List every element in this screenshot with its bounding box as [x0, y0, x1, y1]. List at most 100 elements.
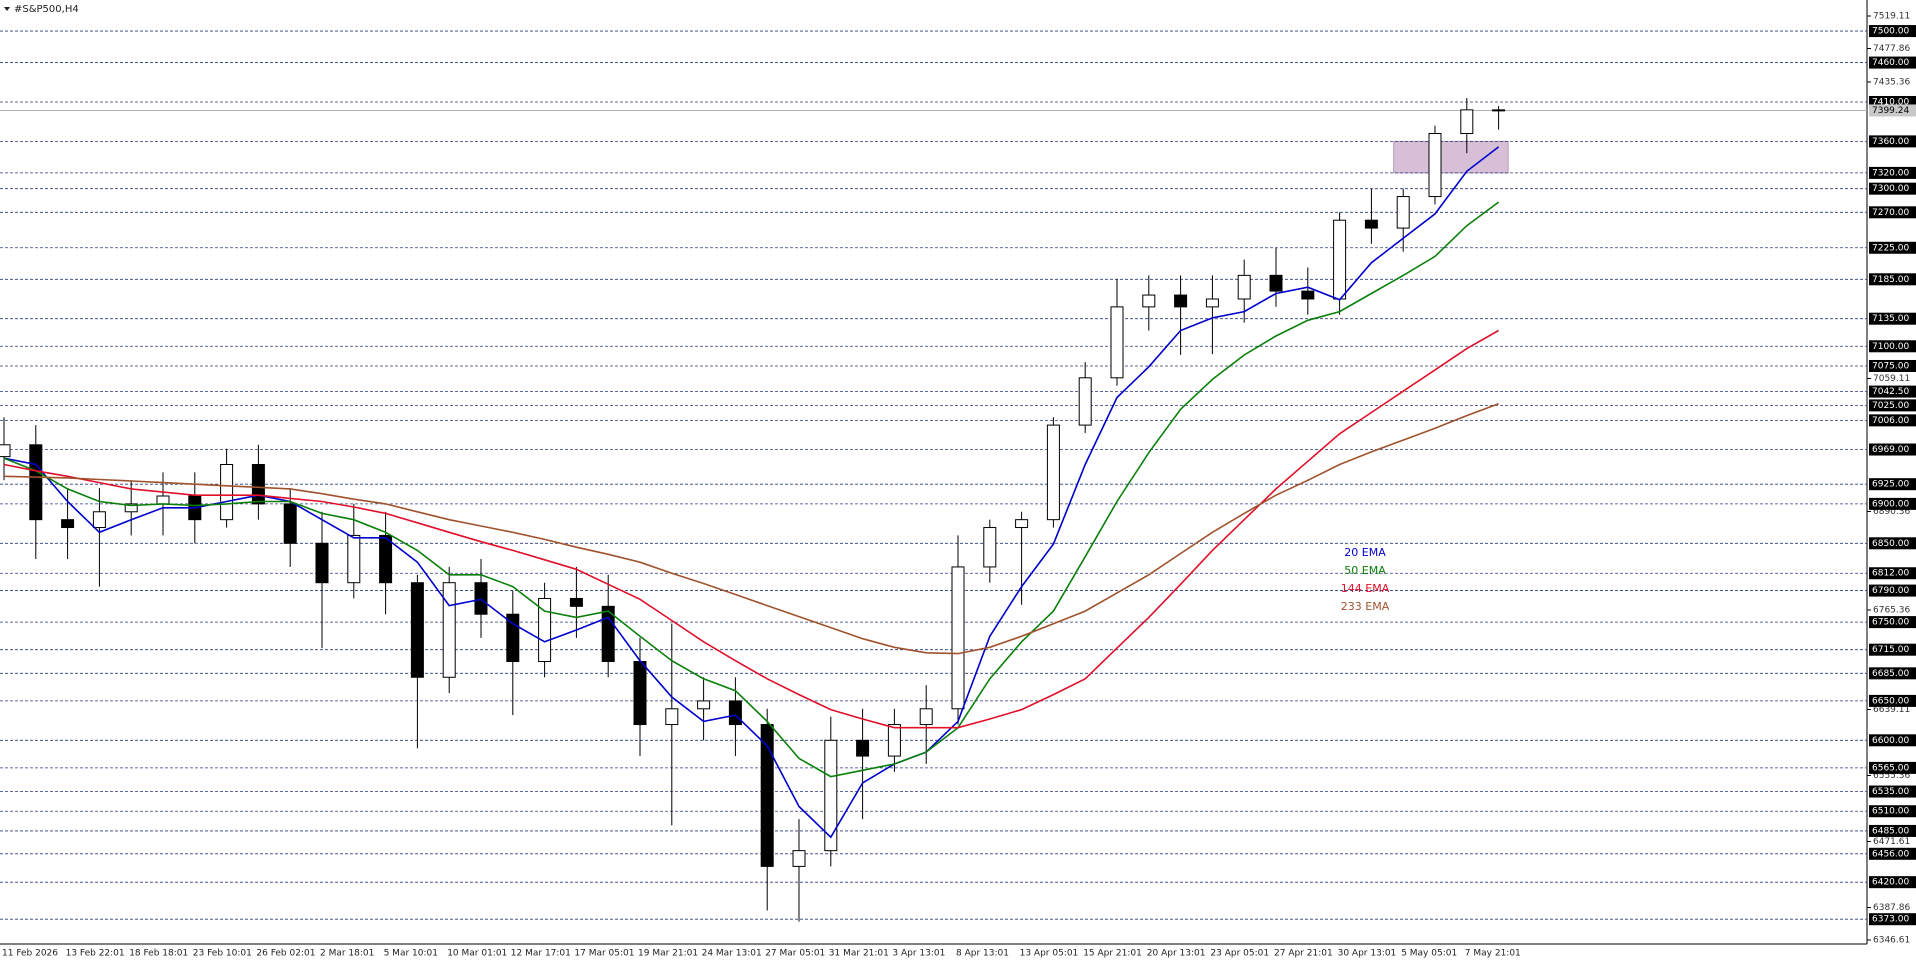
- level-label: 6650.00: [1872, 696, 1909, 706]
- ema-line: [3, 201, 1500, 778]
- level-label: 7135.00: [1872, 314, 1909, 324]
- level-label: 6535.00: [1872, 787, 1909, 797]
- candle-body: [1015, 519, 1029, 529]
- x-tick-label: 3 Apr 13:01: [892, 949, 945, 959]
- level-label-box: [1869, 824, 1916, 837]
- x-tick-label: 19 Mar 21:01: [638, 949, 698, 959]
- x-tick-label: 10 Mar 01:01: [447, 949, 507, 959]
- level-label: 7100.00: [1872, 342, 1909, 352]
- legend-entry: 20 EMA: [1344, 546, 1386, 559]
- candle-body: [1174, 294, 1188, 308]
- level-label-box: [1869, 876, 1916, 889]
- level-label: 7300.00: [1872, 184, 1909, 194]
- level-label-box: [1869, 805, 1916, 818]
- level-label-box: [1869, 913, 1916, 926]
- ema-line: [3, 146, 1500, 839]
- x-tick-label: 18 Feb 18:01: [129, 949, 188, 959]
- level-label: 6812.00: [1872, 569, 1909, 579]
- level-label: 6969.00: [1872, 445, 1909, 455]
- candle-body: [697, 700, 711, 710]
- chart-title: #S&P500,H4: [14, 4, 79, 15]
- x-tick-label: 12 Mar 17:01: [511, 949, 571, 959]
- x-tick-label: 24 Mar 13:01: [702, 949, 762, 959]
- level-label: 6420.00: [1872, 878, 1909, 888]
- level-label-box: [1869, 182, 1916, 195]
- legend-entry: 233 EMA: [1341, 600, 1390, 613]
- candle-body: [29, 444, 43, 521]
- candle-body: [474, 582, 488, 615]
- level-label: 7500.00: [1872, 27, 1909, 37]
- candle-body: [315, 542, 329, 584]
- candle-body: [538, 597, 552, 663]
- level-label: 6925.00: [1872, 480, 1909, 490]
- level-label: 6790.00: [1872, 586, 1909, 596]
- level-label-box: [1869, 584, 1916, 597]
- x-tick-label: 11 Feb 2026: [2, 949, 58, 959]
- candle-body: [1142, 294, 1156, 308]
- level-label-box: [1869, 135, 1916, 148]
- candle-body: [728, 700, 742, 726]
- candle-body: [442, 582, 456, 678]
- level-label-box: [1869, 359, 1916, 372]
- x-tick-label: 5 Mar 10:01: [384, 949, 438, 959]
- x-tick-label: 27 Apr 21:01: [1274, 949, 1333, 959]
- level-label-box: [1869, 734, 1916, 747]
- x-tick-label: 7 May 21:01: [1465, 949, 1521, 959]
- candle-body: [379, 534, 393, 584]
- level-label: 6850.00: [1872, 539, 1909, 549]
- candle-body: [760, 724, 774, 867]
- y-tick-label: 7477.86: [1873, 44, 1910, 54]
- level-label-box: [1869, 785, 1916, 798]
- level-label-box: [1869, 694, 1916, 707]
- level-label-box: [1869, 537, 1916, 550]
- y-tick-label: 6346.61: [1873, 936, 1910, 946]
- level-label-box: [1869, 478, 1916, 491]
- level-label-box: [1869, 567, 1916, 580]
- y-tick-label: 6765.36: [1873, 606, 1910, 616]
- title-arrow: [4, 7, 10, 11]
- candle-body: [1046, 424, 1060, 521]
- candle-body: [0, 444, 11, 458]
- candle-body: [1078, 377, 1092, 426]
- level-label-box: [1869, 399, 1916, 412]
- x-tick-label: 30 Apr 13:01: [1338, 949, 1397, 959]
- y-tick-label: 7059.11: [1873, 374, 1910, 384]
- level-label: 7185.00: [1872, 275, 1909, 285]
- level-label-box: [1869, 385, 1916, 398]
- candle-body: [792, 850, 806, 867]
- candle-body: [1364, 219, 1378, 229]
- x-tick-label: 23 Feb 10:01: [193, 949, 252, 959]
- level-label-box: [1869, 443, 1916, 456]
- candle-body: [1460, 109, 1474, 135]
- candle-body: [824, 739, 838, 852]
- level-label-box: [1869, 616, 1916, 629]
- level-label: 6600.00: [1872, 736, 1909, 746]
- ema-line: [3, 403, 1499, 655]
- level-label-box: [1869, 847, 1916, 860]
- level-label: 7270.00: [1872, 208, 1909, 218]
- candle-body: [665, 708, 679, 726]
- candle-body: [220, 463, 234, 521]
- current-price-box: [1869, 104, 1916, 117]
- candle-body: [983, 527, 997, 568]
- candle-body: [1333, 219, 1347, 300]
- y-tick-label: 7435.36: [1873, 78, 1910, 88]
- y-tick-label: 6387.86: [1873, 903, 1910, 913]
- level-label: 6456.00: [1872, 849, 1909, 859]
- current-price-label: 7399.24: [1872, 106, 1909, 116]
- candle-body: [61, 519, 75, 529]
- ema-line: [3, 329, 1499, 729]
- level-label: 6715.00: [1872, 645, 1909, 655]
- level-label-box: [1869, 25, 1916, 38]
- candle-body: [1428, 133, 1442, 198]
- level-label: 7410.00: [1872, 97, 1909, 107]
- level-label-box: [1869, 241, 1916, 254]
- x-tick-label: 15 Apr 21:01: [1083, 949, 1142, 959]
- candle-body: [1205, 298, 1219, 308]
- candle-body: [1396, 196, 1410, 229]
- candle-body: [569, 597, 583, 607]
- level-label-box: [1869, 667, 1916, 680]
